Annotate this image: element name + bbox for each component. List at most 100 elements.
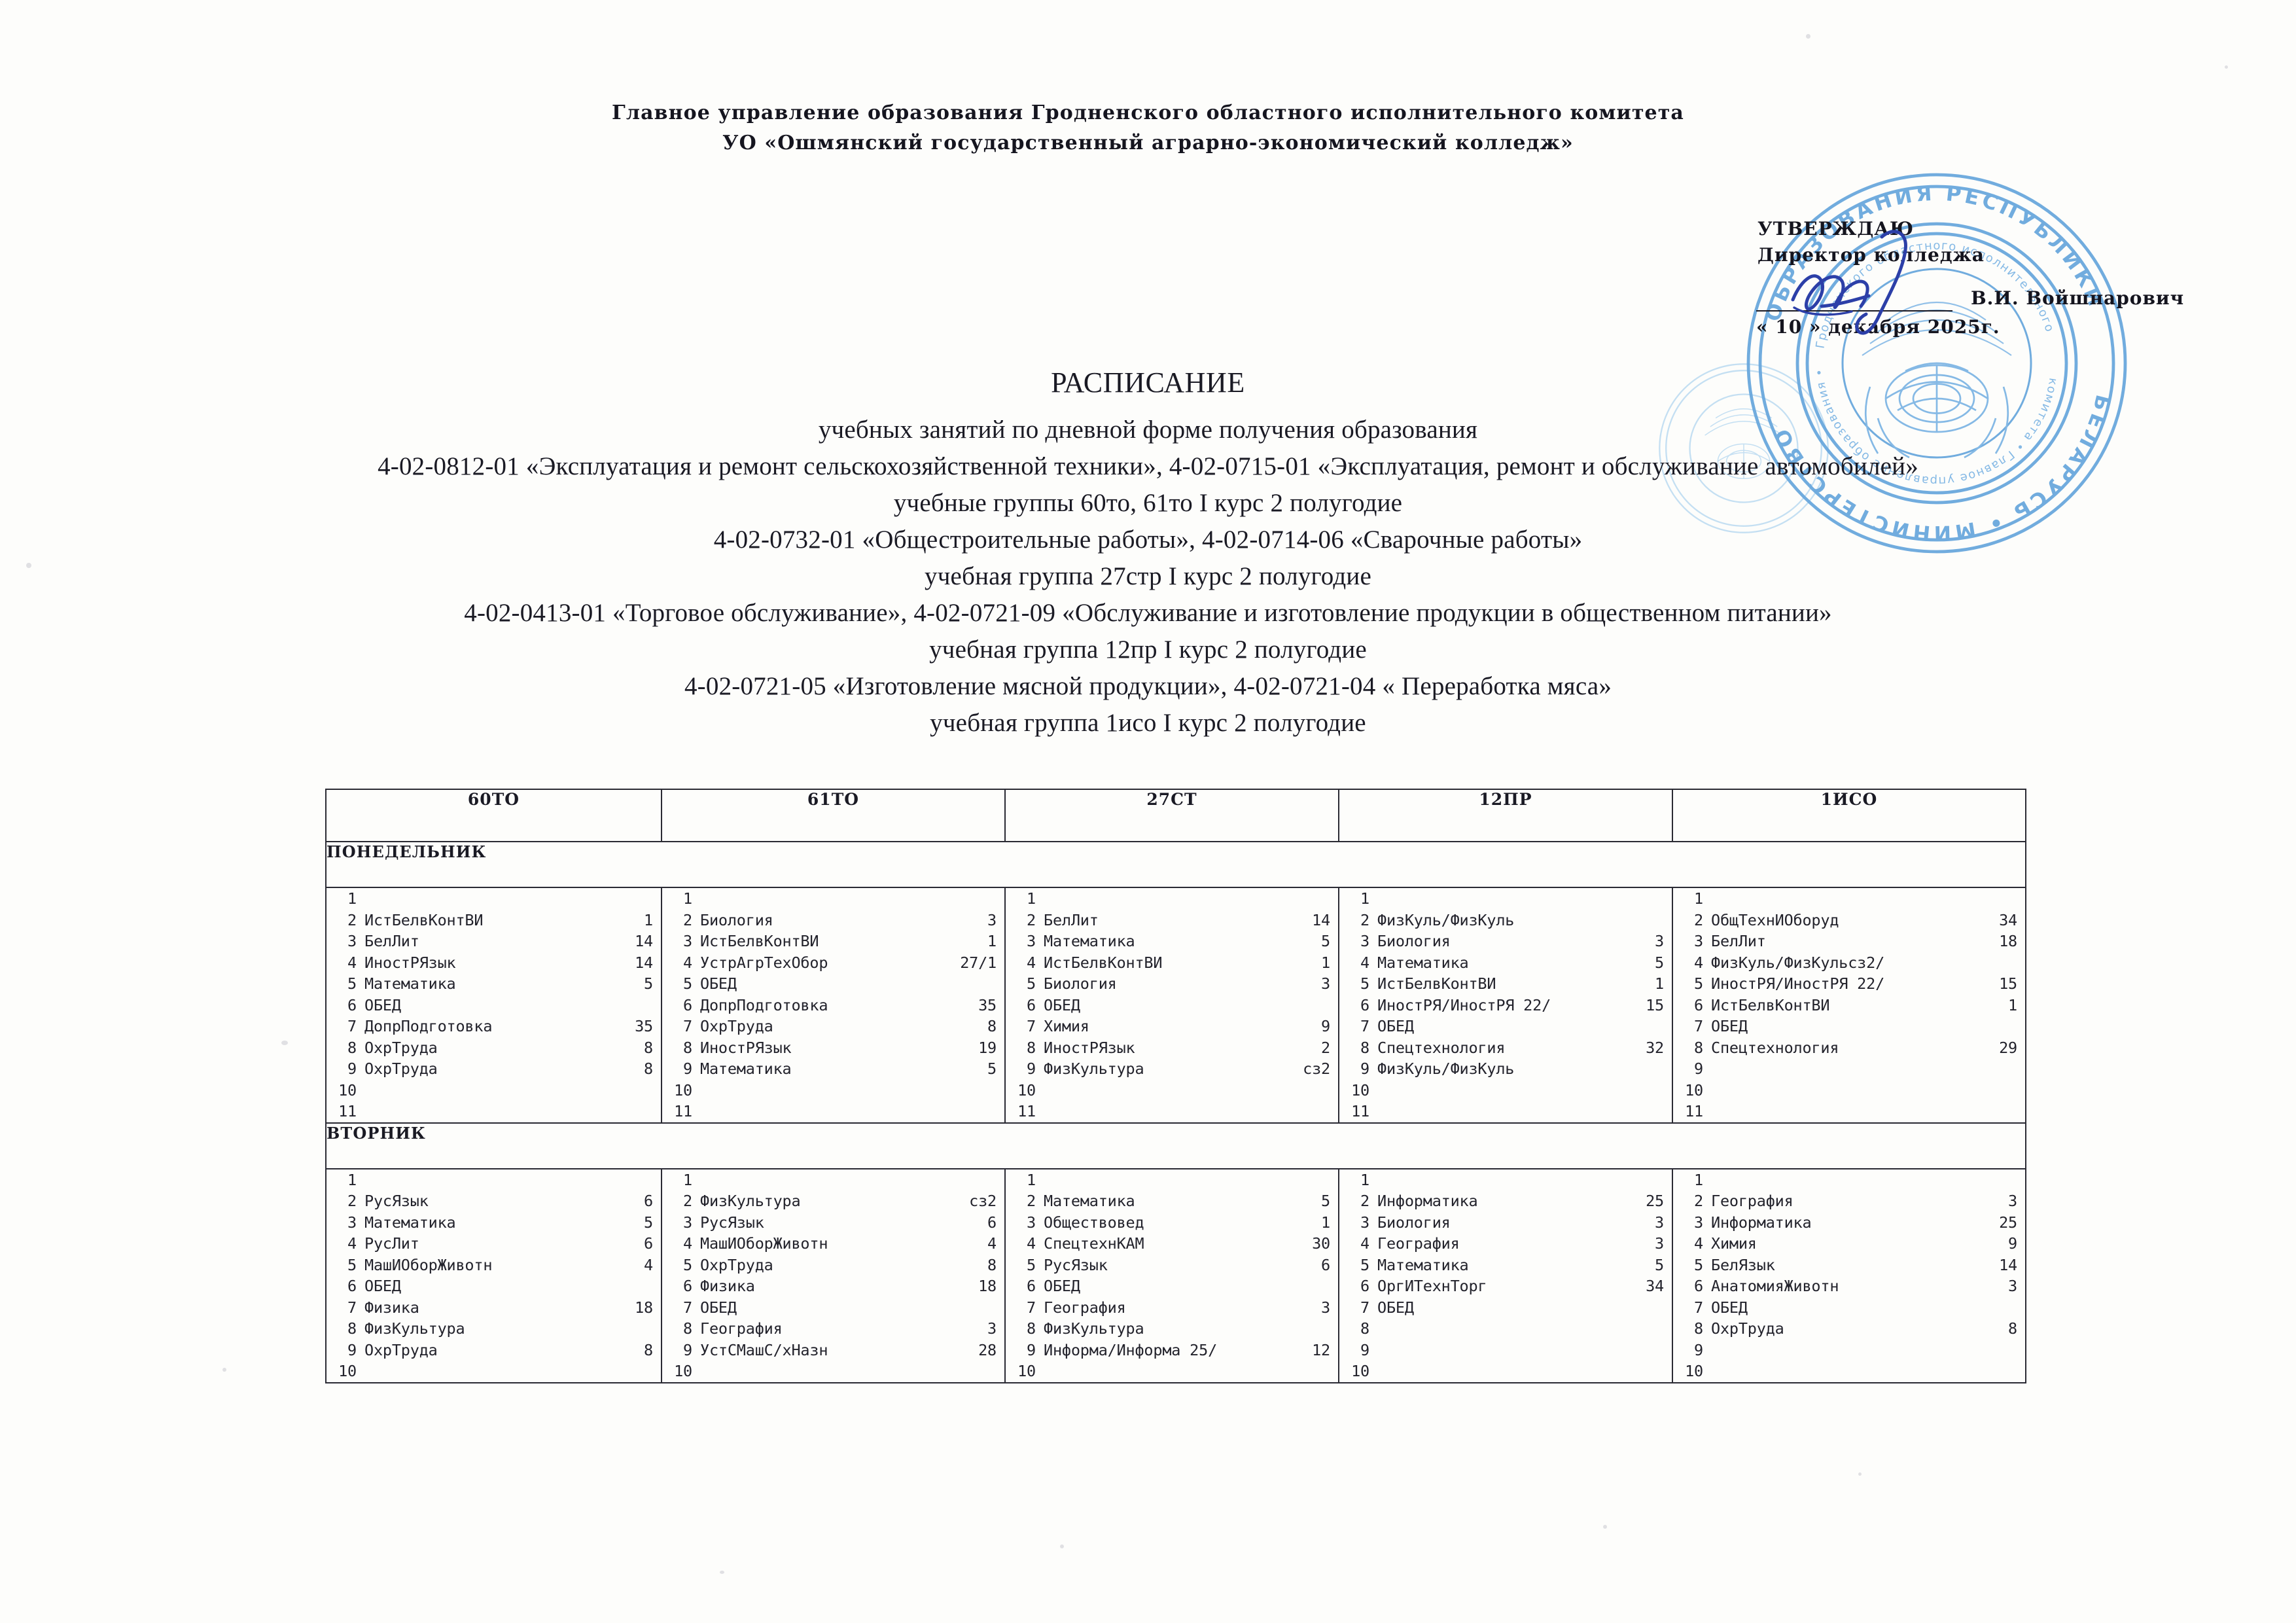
lesson-room: 14 (1999, 1255, 2017, 1274)
lesson-row: 3 Биология 3 (1339, 1212, 1672, 1234)
lesson-row: 2 ИстБелвКонтВИ 1 (327, 910, 661, 931)
lesson-subject: Информатика (1377, 1192, 1478, 1210)
lesson-room: 14 (635, 953, 653, 972)
approval-date: « 10 » декабря 2025г. (1756, 316, 2000, 338)
lesson-number: 9 (1027, 1060, 1036, 1078)
lesson-number: 4 (1694, 953, 1703, 972)
lesson-subject: Информатика (1711, 1213, 1812, 1232)
lesson-room: 3 (1321, 1298, 1330, 1317)
lesson-row: 10 (662, 1361, 1004, 1382)
lesson-subject: Математика (700, 1060, 792, 1078)
lesson-number: 11 (1017, 1102, 1036, 1120)
lesson-subject: ОхрТруда (1711, 1319, 1784, 1338)
lesson-subject: География (700, 1319, 783, 1338)
lesson-subject: Математика (364, 1213, 456, 1232)
lesson-subject: ИстБелвКонтВИ (364, 910, 484, 929)
lesson-row: 3 ИстБелвКонтВИ 1 (662, 931, 1004, 952)
lesson-subject: ФизКультура (1044, 1319, 1144, 1338)
lesson-subject: ИстБелвКонтВИ (1044, 953, 1163, 972)
lesson-room: 6 (644, 1234, 653, 1253)
lesson-row: 8 ИностРЯзык 2 (1006, 1037, 1338, 1059)
lesson-row: 8 ОхрТруда 8 (1673, 1318, 2025, 1340)
lesson-room: 3 (987, 910, 997, 929)
lesson-subject: География (1711, 1192, 1793, 1210)
lesson-subject: ОБЕД (1044, 1277, 1080, 1295)
lesson-row: 7 ОБЕД (1339, 1297, 1672, 1319)
lesson-row: 9 УстСМашС/хНазн 28 (662, 1340, 1004, 1361)
lesson-row: 3 РусЯзык 6 (662, 1212, 1004, 1234)
lesson-subject: Информа/Информа 25/ (1044, 1340, 1218, 1359)
lesson-row: 6 ИстБелвКонтВИ 1 (1673, 995, 2025, 1016)
lesson-row: 4 ИностРЯзык 14 (327, 952, 661, 974)
lesson-number: 7 (347, 1017, 357, 1035)
approval-name: В.И. Войшнарович (1971, 287, 2185, 309)
lesson-number: 8 (683, 1038, 692, 1057)
lesson-row: 10 (327, 1361, 661, 1382)
lesson-subject: ФизКуль/ФизКульсз2/ (1711, 953, 1885, 972)
lessons-cell-1ИСО: 1 2 ОбщТехнИОборуд 34 3 БелЛит 18 4 ФизКуль/ФизК… (1672, 887, 2026, 1124)
lesson-number: 6 (347, 1277, 357, 1295)
lesson-number: 9 (1694, 1060, 1703, 1078)
lesson-room: 28 (978, 1340, 997, 1359)
lesson-row: 4 ФизКуль/ФизКульсз2/ (1673, 952, 2025, 974)
lesson-number: 5 (1694, 974, 1703, 993)
lesson-number: 2 (1694, 910, 1703, 929)
lesson-subject: География (1377, 1234, 1460, 1253)
lesson-row: 3 БелЛит 14 (327, 931, 661, 952)
lesson-row: 2 БелЛит 14 (1006, 910, 1338, 931)
lesson-number: 10 (674, 1362, 692, 1380)
lesson-row: 8 ИностРЯзык 19 (662, 1037, 1004, 1059)
lesson-room: 6 (1321, 1255, 1330, 1274)
lesson-row: 7 ОБЕД (662, 1297, 1004, 1319)
lesson-number: 10 (1351, 1362, 1369, 1380)
lesson-subject: ОхрТруда (700, 1017, 773, 1035)
lesson-number: 7 (1027, 1298, 1036, 1317)
lesson-number: 11 (674, 1102, 692, 1120)
lesson-row: 5 ИстБелвКонтВИ 1 (1339, 973, 1672, 995)
lesson-room: 25 (1999, 1213, 2017, 1232)
lesson-room: 1 (644, 910, 653, 929)
lesson-row: 8 (1339, 1318, 1672, 1340)
lesson-room: 3 (1655, 1213, 1664, 1232)
lesson-number: 5 (1360, 1255, 1369, 1274)
lesson-row: 3 Математика 5 (327, 1212, 661, 1234)
lesson-number: 5 (683, 1255, 692, 1274)
lesson-subject: БелЛит (1711, 932, 1766, 950)
lesson-number: 9 (1027, 1340, 1036, 1359)
lesson-subject: РусЯзык (700, 1213, 764, 1232)
lesson-number: 4 (683, 1234, 692, 1253)
lesson-room: 5 (644, 1213, 653, 1232)
lesson-number: 2 (683, 910, 692, 929)
lesson-row: 7 ОБЕД (1339, 1016, 1672, 1037)
lesson-room: 12 (1312, 1340, 1330, 1359)
lesson-number: 5 (347, 974, 357, 993)
lesson-number: 3 (1360, 1213, 1369, 1232)
lessons-cell-1ИСО: 1 2 География 3 3 Информатика 25 4 Химия 9 5 БелЯзы… (1672, 1168, 2026, 1383)
lesson-number: 11 (1351, 1102, 1369, 1120)
lesson-row: 8 ОхрТруда 8 (327, 1037, 661, 1059)
lesson-number: 9 (1360, 1060, 1369, 1078)
approval-block: УТВЕРЖДАЮ Директор колледжа В.И. Войшнар… (1734, 216, 2257, 340)
lesson-subject: Химия (1044, 1017, 1089, 1035)
lessons-cell-12ПР: 1 2 ФизКуль/ФизКуль 3 Биология 3 4 Математика 5 5… (1338, 887, 1673, 1124)
lesson-row: 10 (1673, 1361, 2025, 1382)
day-label-1: ВТОРНИК (325, 1122, 2026, 1169)
lesson-room: 5 (1321, 1192, 1330, 1210)
lesson-number: 7 (1027, 1017, 1036, 1035)
lesson-row: 5 РусЯзык 6 (1006, 1255, 1338, 1276)
lesson-subject: ИностРЯзык (1044, 1038, 1135, 1057)
lesson-subject: ФизКультура (700, 1192, 801, 1210)
lesson-subject: Математика (1377, 953, 1469, 972)
lesson-subject: ИстБелвКонтВИ (700, 932, 819, 950)
lesson-number: 6 (1360, 995, 1369, 1014)
lesson-subject: ОБЕД (364, 1277, 401, 1295)
lesson-subject: ИстБелвКонтВИ (1711, 995, 1830, 1014)
title-line-0: учебных занятий по дневной форме получен… (818, 416, 1478, 444)
lesson-subject: ОхрТруда (364, 1038, 438, 1057)
lesson-row: 6 ОБЕД (327, 995, 661, 1016)
day-label-row: ПОНЕДЕЛЬНИК (325, 841, 2026, 888)
lesson-row: 1 (1006, 888, 1338, 910)
lesson-row: 7 Химия 9 (1006, 1016, 1338, 1037)
lesson-room: 19 (978, 1038, 997, 1057)
lesson-subject: РусЯзык (364, 1192, 429, 1210)
